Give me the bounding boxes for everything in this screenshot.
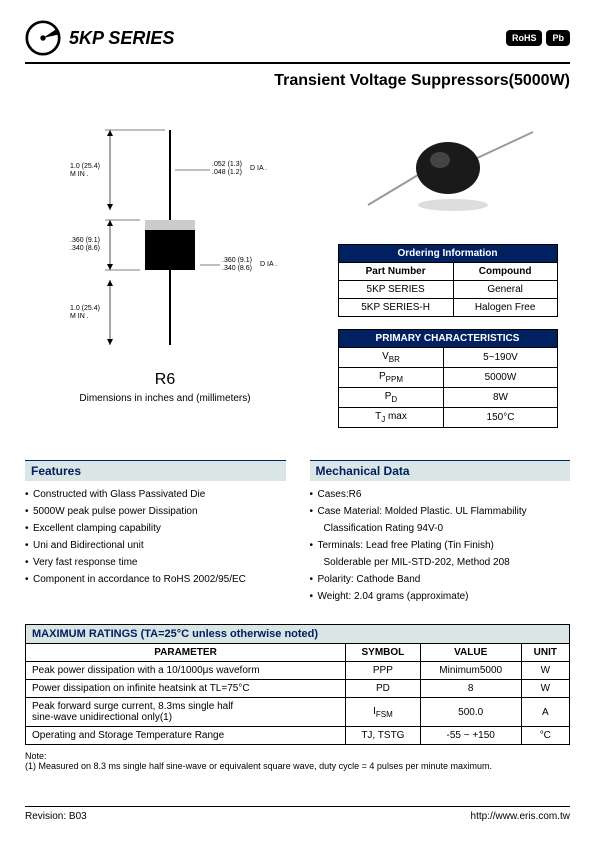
max-cell: Minimum5000 [420,662,521,680]
ordering-cell: 5KP SERIES [338,281,453,299]
page-header: 5KP SERIES RoHS Pb [25,20,570,64]
package-label: R6 [25,371,305,389]
maximum-ratings-table: MAXIMUM RATINGS (TA=25°C unless otherwis… [25,624,570,745]
rohs-badge: RoHS [506,30,543,46]
feature-item: Very fast response time [25,557,286,568]
max-header: VALUE [420,644,521,662]
features-list: Constructed with Glass Passivated Die 50… [25,489,286,585]
mechanical-item: Terminals: Lead free Plating (Tin Finish… [310,540,571,551]
svg-text:D IA .: D IA . [260,261,277,268]
svg-text:.052 (1.3): .052 (1.3) [212,161,242,168]
primary-cell: PD [338,388,444,408]
max-cell: W [521,680,569,698]
max-cell: Peak forward surge current, 8.3ms single… [26,698,346,727]
mechanical-column: Mechanical Data Cases:R6 Case Material: … [310,460,571,608]
mechanical-item: Classification Rating 94V-0 [310,523,571,534]
primary-cell: VBR [338,348,444,368]
pb-badge: Pb [546,30,570,46]
svg-text:.360 (9.1): .360 (9.1) [222,257,252,264]
max-cell: A [521,698,569,727]
feature-item: Excellent clamping capability [25,523,286,534]
max-cell: TJ, TSTG [346,727,421,745]
mechanical-list: Cases:R6 Case Material: Molded Plastic. … [310,489,571,602]
svg-text:M IN .: M IN . [70,171,89,178]
max-ratings-title: MAXIMUM RATINGS (TA=25°C unless otherwis… [26,625,570,644]
ordering-title: Ordering Information [338,245,557,263]
max-cell: 8 [420,680,521,698]
ordering-cell: 5KP SERIES-H [338,299,453,317]
mechanical-item: Solderable per MIL-STD-202, Method 208 [310,557,571,568]
package-dimension-drawing: 1.0 (25.4) M IN . .052 (1.3) .048 (1.2) … [50,120,280,350]
mechanical-title: Mechanical Data [310,460,571,481]
max-cell: Operating and Storage Temperature Range [26,727,346,745]
max-header: SYMBOL [346,644,421,662]
features-mechanical-row: Features Constructed with Glass Passivat… [25,460,570,608]
max-cell: 500.0 [420,698,521,727]
feature-item: Constructed with Glass Passivated Die [25,489,286,500]
max-cell: W [521,662,569,680]
primary-title: PRIMARY CHARACTERISTICS [338,330,557,348]
svg-text:.360 (9.1): .360 (9.1) [70,237,100,244]
feature-item: Uni and Bidirectional unit [25,540,286,551]
package-caption: Dimensions in inches and (millimeters) [25,393,305,404]
header-left: 5KP SERIES [25,20,174,56]
right-column: Ordering Information Part Number Compoun… [325,110,570,440]
ordering-cell: Halogen Free [453,299,557,317]
max-cell: PD [346,680,421,698]
svg-text:M IN .: M IN . [70,313,89,320]
features-title: Features [25,460,286,481]
footer-url: http://www.eris.com.tw [471,811,570,822]
revision-text: Revision: B03 [25,811,87,822]
max-cell: -55 ~ +150 [420,727,521,745]
svg-text:D IA .: D IA . [250,165,267,172]
svg-text:.340 (8.6): .340 (8.6) [222,265,252,272]
note-title: Note: [25,751,570,761]
component-photo [348,120,548,230]
primary-characteristics-table: PRIMARY CHARACTERISTICS VBR5~190V PPPM50… [338,329,558,428]
max-header: UNIT [521,644,569,662]
ordering-cell: General [453,281,557,299]
svg-text:1.0 (25.4): 1.0 (25.4) [70,305,100,312]
primary-cell: 5~190V [444,348,557,368]
top-section: 1.0 (25.4) M IN . .052 (1.3) .048 (1.2) … [25,110,570,440]
package-diagram-column: 1.0 (25.4) M IN . .052 (1.3) .048 (1.2) … [25,110,305,440]
mechanical-item: Weight: 2.04 grams (approximate) [310,591,571,602]
feature-item: Component in accordance to RoHS 2002/95/… [25,574,286,585]
primary-cell: 8W [444,388,557,408]
note-text: (1) Measured on 8.3 ms single half sine-… [25,761,570,771]
feature-item: 5000W peak pulse power Dissipation [25,506,286,517]
note-section: Note: (1) Measured on 8.3 ms single half… [25,751,570,771]
series-title: 5KP SERIES [69,28,174,49]
primary-cell: 5000W [444,368,557,388]
ordering-header-0: Part Number [338,263,453,281]
primary-cell: 150°C [444,408,557,428]
max-header: PARAMETER [26,644,346,662]
mechanical-item: Polarity: Cathode Band [310,574,571,585]
max-cell: IFSM [346,698,421,727]
max-cell: Power dissipation on infinite heatsink a… [26,680,346,698]
max-cell: Peak power dissipation with a 10/1000μs … [26,662,346,680]
max-cell: PPP [346,662,421,680]
svg-text:1.0 (25.4): 1.0 (25.4) [70,163,100,170]
company-logo-icon [25,20,61,56]
mechanical-item: Case Material: Molded Plastic. UL Flamma… [310,506,571,517]
compliance-badges: RoHS Pb [506,30,570,46]
ordering-header-1: Compound [453,263,557,281]
max-cell: °C [521,727,569,745]
primary-cell: PPPM [338,368,444,388]
ordering-info-table: Ordering Information Part Number Compoun… [338,244,558,317]
features-column: Features Constructed with Glass Passivat… [25,460,286,608]
svg-text:.048 (1.2): .048 (1.2) [212,169,242,176]
product-subtitle: Transient Voltage Suppressors(5000W) [25,72,570,90]
svg-text:.340 (8.6): .340 (8.6) [70,245,100,252]
page-footer: Revision: B03 http://www.eris.com.tw [25,806,570,822]
mechanical-item: Cases:R6 [310,489,571,500]
primary-cell: TJ max [338,408,444,428]
